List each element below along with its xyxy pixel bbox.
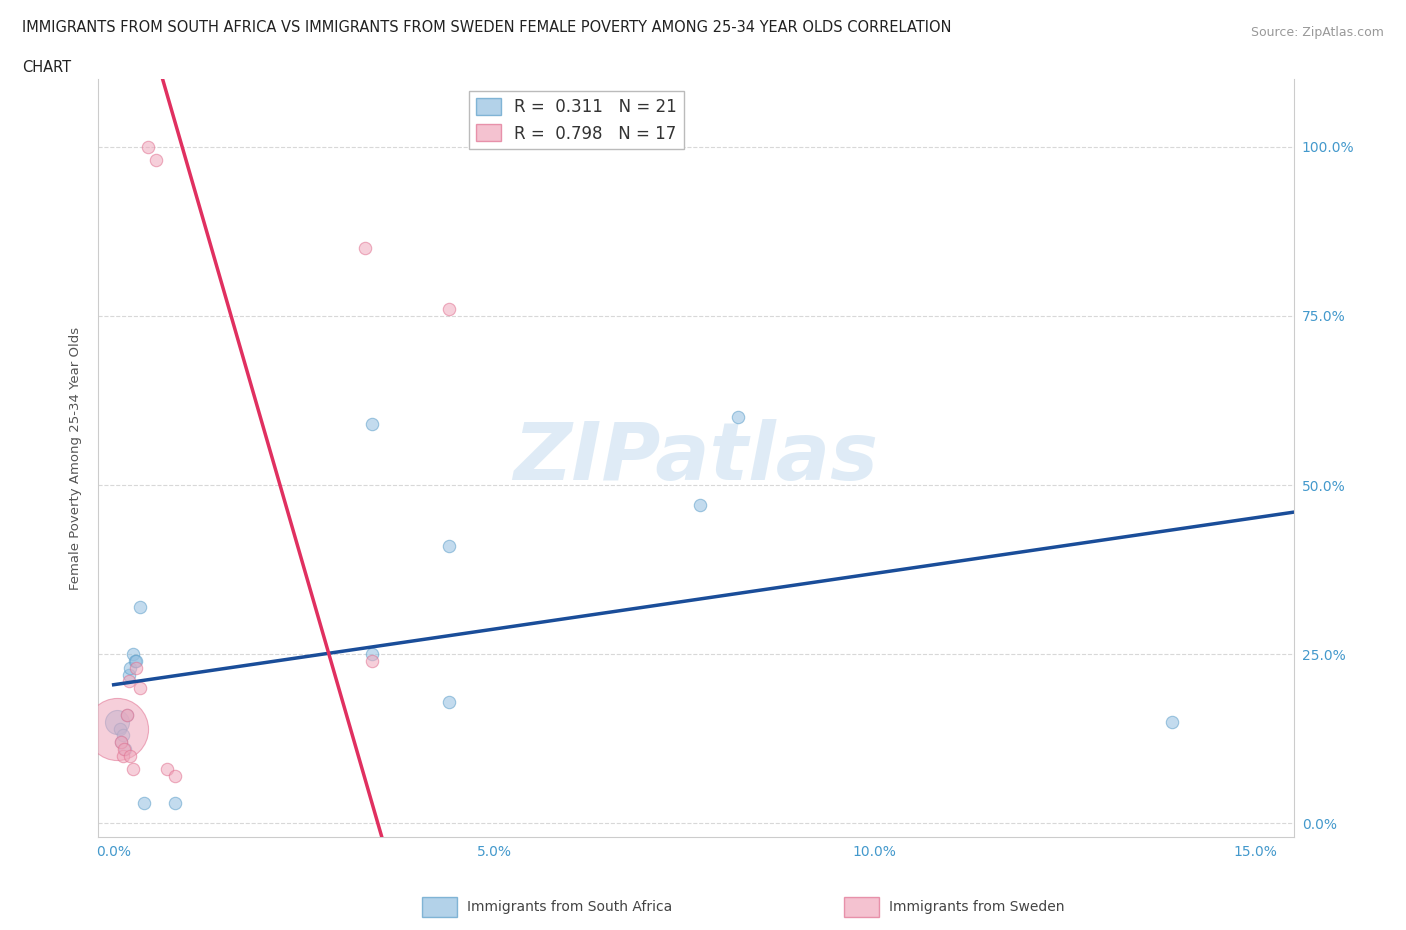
Point bbox=[361, 417, 384, 432]
Point bbox=[437, 694, 460, 709]
Point bbox=[117, 708, 139, 723]
Text: Immigrants from South Africa: Immigrants from South Africa bbox=[467, 899, 672, 914]
Point bbox=[112, 741, 135, 756]
Point bbox=[107, 714, 129, 729]
Point bbox=[118, 667, 141, 682]
Point bbox=[129, 600, 152, 615]
Point bbox=[1160, 714, 1182, 729]
Point bbox=[156, 762, 179, 777]
Point bbox=[121, 647, 143, 662]
Text: Immigrants from Sweden: Immigrants from Sweden bbox=[889, 899, 1064, 914]
Point bbox=[163, 796, 186, 811]
Point bbox=[108, 722, 131, 737]
Point bbox=[107, 722, 129, 737]
Point bbox=[353, 241, 375, 256]
Text: CHART: CHART bbox=[22, 60, 72, 75]
Point bbox=[110, 735, 132, 750]
Point bbox=[111, 749, 134, 764]
Text: Source: ZipAtlas.com: Source: ZipAtlas.com bbox=[1250, 26, 1384, 39]
Point bbox=[361, 647, 384, 662]
Point bbox=[163, 769, 186, 784]
Point bbox=[125, 660, 148, 675]
Point bbox=[132, 796, 155, 811]
Point bbox=[437, 301, 460, 316]
Point bbox=[727, 410, 749, 425]
Point bbox=[118, 674, 141, 689]
Point bbox=[129, 681, 152, 696]
Point bbox=[114, 741, 136, 756]
Point bbox=[117, 708, 139, 723]
Point bbox=[124, 654, 146, 669]
Point bbox=[125, 654, 148, 669]
Point bbox=[120, 660, 142, 675]
Point bbox=[111, 728, 134, 743]
Point bbox=[361, 654, 384, 669]
Legend: R =  0.311   N = 21, R =  0.798   N = 17: R = 0.311 N = 21, R = 0.798 N = 17 bbox=[470, 91, 683, 149]
Point bbox=[120, 749, 142, 764]
Point bbox=[437, 538, 460, 553]
Y-axis label: Female Poverty Among 25-34 Year Olds: Female Poverty Among 25-34 Year Olds bbox=[69, 326, 82, 590]
Text: ZIPatlas: ZIPatlas bbox=[513, 419, 879, 497]
Point bbox=[145, 153, 167, 167]
Point bbox=[110, 735, 132, 750]
Point bbox=[121, 762, 143, 777]
Point bbox=[136, 140, 159, 154]
Point bbox=[689, 498, 711, 512]
Text: IMMIGRANTS FROM SOUTH AFRICA VS IMMIGRANTS FROM SWEDEN FEMALE POVERTY AMONG 25-3: IMMIGRANTS FROM SOUTH AFRICA VS IMMIGRAN… bbox=[22, 20, 952, 35]
